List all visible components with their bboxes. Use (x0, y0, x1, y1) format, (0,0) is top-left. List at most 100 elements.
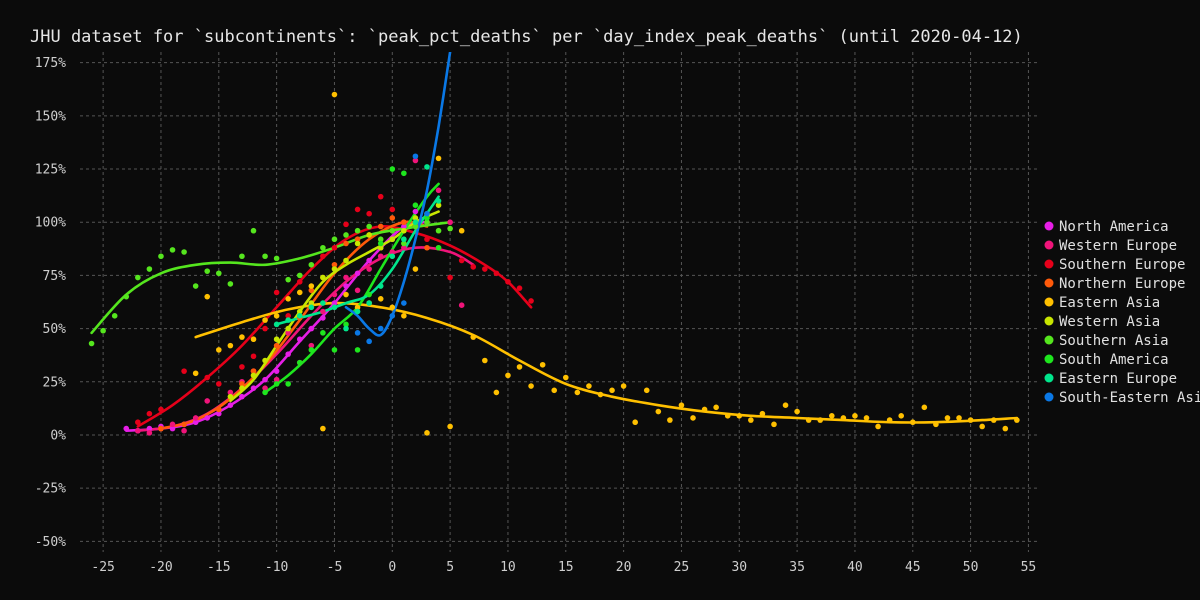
data-point (296, 308, 303, 315)
data-point (817, 417, 824, 423)
data-point (516, 364, 523, 370)
data-point (366, 232, 372, 238)
data-point (250, 385, 257, 391)
chart-title: JHU dataset for `subcontinents`: `peak_p… (30, 27, 1023, 47)
data-point (343, 221, 349, 228)
data-point (331, 300, 338, 306)
x-tick-label: 5 (446, 560, 454, 575)
data-point (377, 236, 384, 243)
data-point (296, 359, 303, 366)
data-point (401, 244, 407, 251)
data-point (435, 198, 442, 204)
data-point (678, 402, 685, 408)
data-point (343, 325, 349, 332)
legend-marker (1044, 316, 1054, 326)
data-point (273, 381, 280, 387)
x-tick-label: -20 (149, 560, 172, 575)
data-point (215, 270, 222, 277)
data-point (447, 274, 453, 281)
data-point (597, 391, 604, 398)
data-point (354, 330, 361, 336)
x-tick-label: 55 (1021, 560, 1037, 575)
data-point (643, 387, 650, 394)
data-point (354, 240, 361, 247)
data-point (308, 325, 315, 332)
data-point (366, 300, 372, 306)
data-point (320, 308, 326, 315)
data-point (320, 300, 326, 306)
data-point (239, 381, 245, 387)
data-point (389, 249, 396, 255)
x-tick-label: 0 (388, 560, 396, 575)
data-point (990, 417, 997, 423)
legend-marker (1044, 354, 1054, 364)
legend-marker (1044, 335, 1054, 345)
data-point (377, 325, 384, 332)
data-point (458, 227, 465, 234)
legend-label: South-Eastern Asia (1059, 390, 1200, 406)
legend-label: Western Asia (1059, 314, 1160, 330)
data-point (262, 317, 268, 323)
data-point (273, 289, 280, 296)
data-point (146, 410, 153, 417)
data-point (493, 389, 500, 396)
data-point (389, 215, 396, 221)
data-point (239, 364, 245, 370)
data-point (169, 421, 176, 428)
data-point (146, 425, 153, 432)
data-point (435, 227, 442, 234)
data-point (158, 406, 164, 413)
data-point (285, 351, 291, 357)
data-point (377, 240, 384, 247)
data-point (354, 304, 361, 311)
data-point (204, 268, 211, 274)
data-point (204, 415, 211, 421)
data-point (909, 419, 916, 426)
data-point (389, 206, 396, 213)
data-point (181, 368, 187, 374)
data-point (285, 317, 291, 323)
data-point (354, 287, 361, 294)
data-point (713, 404, 719, 411)
data-point (123, 425, 130, 432)
data-point (296, 278, 303, 285)
data-point (204, 293, 211, 300)
data-point (215, 406, 222, 413)
data-point (331, 291, 338, 298)
data-point (921, 404, 928, 411)
data-point (412, 202, 419, 208)
data-point (285, 276, 291, 283)
data-point (250, 353, 257, 360)
legend-label: Eastern Europe (1059, 371, 1177, 387)
data-point (447, 219, 453, 226)
legend-marker (1044, 278, 1054, 288)
data-point (424, 244, 430, 251)
data-point (354, 347, 361, 353)
data-point (331, 236, 338, 243)
data-point (100, 327, 106, 334)
data-point (401, 223, 407, 230)
data-point (354, 308, 361, 315)
data-point (771, 421, 777, 428)
data-point (308, 283, 315, 289)
data-point (239, 393, 245, 400)
data-point (273, 255, 280, 262)
data-point (424, 219, 430, 226)
data-point (1014, 417, 1020, 423)
data-point (308, 261, 315, 268)
data-point (262, 389, 268, 396)
data-point (667, 417, 673, 423)
x-tick-label: 25 (674, 560, 690, 575)
data-point (366, 266, 372, 272)
data-point (829, 413, 835, 419)
data-point (169, 425, 176, 432)
data-point (227, 402, 234, 408)
data-point (192, 370, 199, 377)
data-point (759, 410, 766, 417)
y-tick-label: 125% (35, 163, 66, 178)
y-tick-label: 75% (43, 269, 67, 284)
data-point (724, 413, 731, 419)
data-point (331, 91, 338, 98)
data-point (135, 427, 141, 434)
